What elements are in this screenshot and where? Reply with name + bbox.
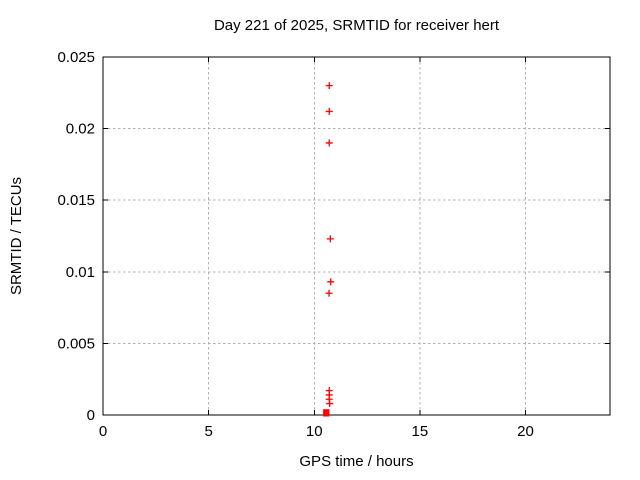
y-tick-label: 0.02 [66, 121, 95, 138]
x-tick-label: 10 [306, 423, 323, 440]
x-tick-label: 15 [412, 423, 429, 440]
y-tick-label: 0.015 [57, 192, 95, 209]
x-tick-label: 20 [517, 423, 534, 440]
chart-title: Day 221 of 2025, SRMTID for receiver her… [213, 17, 500, 34]
y-tick-label: 0.005 [57, 335, 95, 352]
data-point-marker [326, 235, 334, 243]
data-point-marker [326, 400, 334, 408]
x-tick-label: 5 [204, 423, 212, 440]
data-point-marker [325, 289, 333, 297]
y-tick-label: 0.01 [66, 264, 95, 281]
data-point-marker [325, 82, 333, 90]
x-axis-label: GPS time / hours [299, 453, 414, 470]
y-tick-label: 0 [87, 407, 95, 424]
x-tick-label: 0 [99, 423, 107, 440]
near-zero-cluster-marker [323, 409, 330, 417]
data-point-marker [325, 107, 333, 115]
data-point-marker [325, 139, 333, 147]
y-tick-label: 0.025 [57, 49, 95, 66]
plot-border [102, 56, 611, 416]
data-point-marker [327, 278, 335, 286]
